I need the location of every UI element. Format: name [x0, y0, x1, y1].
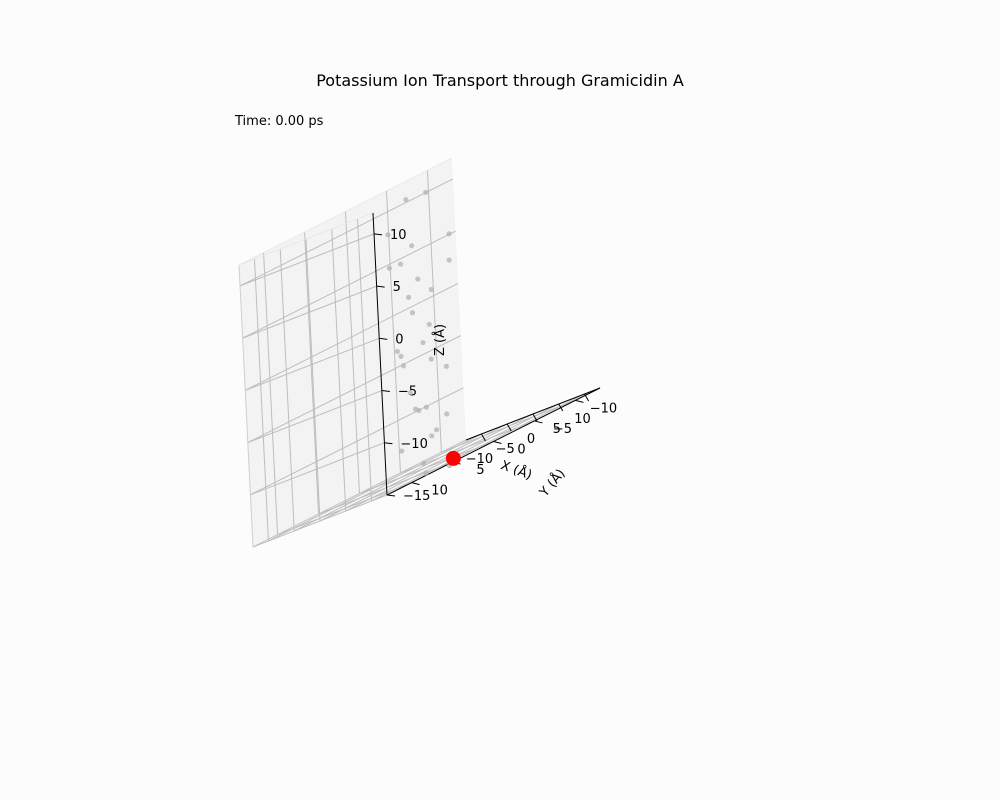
grid-line-z-back [242, 285, 377, 339]
channel-atom-point [407, 390, 413, 396]
z-tick-mark [381, 390, 390, 393]
x-tick-label: −5 [496, 442, 515, 457]
grid-line-z-back [247, 390, 382, 444]
y-tick-label: 5 [476, 463, 484, 478]
channel-atom-point [428, 286, 434, 293]
channel-atom-point [409, 243, 415, 249]
x-axis-label: X (Å) [499, 457, 535, 483]
grid-line-z-left [244, 282, 459, 391]
channel-atom-point [400, 363, 407, 369]
channel-atom-point [444, 411, 450, 417]
grid-line-z-back [239, 233, 375, 287]
channel-atom-point [386, 265, 392, 271]
pane-edge-top-back [238, 212, 374, 266]
grid-line-x-back [357, 218, 373, 502]
x-tick-label: 5 [553, 422, 561, 437]
z-tick-label: 5 [393, 280, 401, 295]
grid-line-z-left [247, 335, 462, 444]
grid-line-y-floor [277, 482, 412, 536]
y-tick-label: 0 [517, 443, 525, 458]
data-points [385, 189, 461, 476]
z-tick-mark [384, 442, 393, 445]
z-tick-label: −5 [398, 385, 417, 400]
channel-atom-point [443, 363, 449, 369]
x-tick-label: −10 [466, 452, 493, 467]
channel-atom-point [426, 321, 432, 327]
channel-atom-point [405, 294, 412, 300]
channel-atom-point [420, 460, 427, 466]
x-tick-mark [481, 433, 486, 442]
y-tick-label: 10 [431, 484, 448, 499]
channel-atom-point [428, 356, 434, 362]
pane-edge-corner [238, 264, 254, 548]
channel-atom-point [423, 189, 429, 195]
channel-atom-point [416, 407, 422, 414]
channel-atom-point [420, 339, 426, 346]
grid-line-y-left [385, 190, 401, 473]
y-tick-label: −10 [590, 401, 617, 416]
z-axis-line [372, 212, 388, 496]
y-axis-label: Y (Å) [536, 466, 569, 501]
x-tick-mark [506, 423, 512, 432]
channel-atom-point [446, 257, 452, 263]
axes-grid [239, 170, 585, 548]
channel-atom-point [394, 348, 401, 355]
grid-line-x-back [279, 248, 295, 532]
grid-line-y-floor [318, 461, 453, 515]
channel-atom-point [399, 448, 405, 454]
z-tick-label: −15 [403, 489, 430, 504]
z-tick-mark [373, 233, 383, 236]
grid-line-x-back [305, 238, 321, 522]
channel-atom-point [409, 310, 416, 316]
x-tick-mark [532, 413, 538, 422]
z-tick-mark [386, 494, 396, 497]
x-tick-mark [584, 393, 589, 402]
time-annotation: Time: 0.00 ps [235, 114, 324, 129]
z-axis-label: Z (Å) [432, 324, 448, 356]
z-tick-mark [379, 337, 388, 340]
x-tick-label: 0 [527, 432, 535, 447]
grid-line-y-floor [359, 441, 494, 494]
channel-atom-point [398, 261, 404, 267]
channel-atom-point [385, 232, 391, 238]
channel-atom-point [434, 427, 440, 433]
grid-line-y-left [426, 170, 442, 453]
channel-atom-point [423, 404, 430, 410]
grid-line-z-left [239, 178, 454, 287]
y-tick-label: −5 [553, 422, 572, 437]
z-tick-label: 10 [390, 228, 407, 243]
x-tick-label: 10 [574, 412, 591, 427]
channel-atom-point [415, 276, 421, 282]
z-tick-mark [376, 285, 385, 288]
channel-atom-point [423, 470, 429, 476]
grid-line-y-left [304, 232, 320, 515]
grid-line-x-back [253, 258, 269, 542]
pane-edge-top-left [238, 157, 453, 266]
channel-atom-point [403, 197, 409, 203]
channel-atom-point [446, 231, 452, 237]
channel-atom-point [398, 353, 404, 359]
grid-line-z-left [242, 230, 456, 339]
x-tick-mark [558, 403, 564, 412]
grid-line-z-back [250, 442, 385, 496]
grid-line-z-back [252, 494, 388, 548]
chart-title: Potassium Ion Transport through Gramicid… [316, 71, 684, 90]
potassium-ion-point [445, 450, 461, 466]
y-tick-mark [493, 441, 502, 444]
y-tick-mark [534, 420, 543, 424]
y-tick-mark [411, 482, 420, 486]
grid-line-y-left [345, 211, 360, 494]
grid-line-z-back [245, 337, 380, 391]
y-tick-mark [575, 399, 584, 403]
grid-line-z-left [252, 439, 467, 548]
grid-line-x-back [331, 228, 347, 512]
z-tick-label: −10 [400, 437, 427, 452]
channel-atom-point [429, 433, 435, 439]
z-tick-label: 0 [395, 332, 403, 347]
grid-line-y-left [263, 252, 279, 535]
